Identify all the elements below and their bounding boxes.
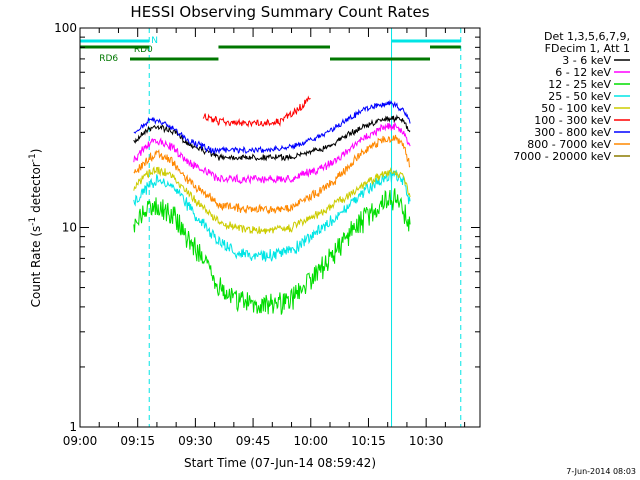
x-tick-label: 09:00 <box>63 434 98 448</box>
series-line <box>133 134 411 215</box>
timestamp: 7-Jun-2014 08:03 <box>566 467 636 476</box>
legend-entry-label: 800 - 7000 keV <box>527 138 611 151</box>
legend: Det 1,3,5,6,7,9, FDecim 1, Att 1 3 - 6 k… <box>513 30 630 163</box>
x-tick-label: 09:45 <box>236 434 271 448</box>
x-axis-label: Start Time (07-Jun-14 08:59:42) <box>184 456 376 470</box>
marker-label: RD0 <box>134 45 153 55</box>
x-tick-label: 10:00 <box>293 434 328 448</box>
x-tick-label: 10:15 <box>351 434 386 448</box>
series-line <box>133 166 411 235</box>
plot-frame <box>79 27 481 428</box>
series-line <box>133 121 411 185</box>
series-line <box>133 114 411 162</box>
marker-label: RD6 <box>99 54 118 64</box>
series-line <box>133 188 411 315</box>
x-axis: 09:00 09:15 09:30 09:45 10:00 10:15 10:30 <box>63 28 466 448</box>
x-tick-label: 09:30 <box>178 434 213 448</box>
series-line <box>133 169 411 262</box>
legend-entry-label: 12 - 25 keV <box>548 78 611 91</box>
marker-label: N <box>151 36 158 46</box>
plot-data <box>79 28 462 427</box>
legend-entry-label: 25 - 50 keV <box>548 90 611 103</box>
legend-entry-label: 50 - 100 keV <box>541 102 611 115</box>
legend-entry-label: 100 - 300 keV <box>534 114 611 127</box>
y-axis: 1 10 100 <box>54 21 480 434</box>
legend-header-line-1: Det 1,3,5,6,7,9, <box>544 30 630 43</box>
y-tick-label: 100 <box>54 21 77 35</box>
y-tick-label: 10 <box>62 221 77 235</box>
series-line <box>133 99 411 155</box>
legend-entry-label: 6 - 12 keV <box>555 66 611 79</box>
y-tick-label: 1 <box>69 420 77 434</box>
chart-title: HESSI Observing Summary Count Rates <box>130 3 429 21</box>
y-axis-label: Count Rate (s-1 detector-1) <box>28 149 43 308</box>
legend-entry-label: 3 - 6 keV <box>562 54 611 67</box>
legend-entry-label: 300 - 800 keV <box>534 126 611 139</box>
legend-entry-label: 7000 - 20000 keV <box>513 150 611 163</box>
x-tick-label: 09:15 <box>120 434 155 448</box>
series-line <box>202 95 311 128</box>
legend-header-line-2: FDecim 1, Att 1 <box>545 42 630 55</box>
x-tick-label: 10:30 <box>409 434 444 448</box>
